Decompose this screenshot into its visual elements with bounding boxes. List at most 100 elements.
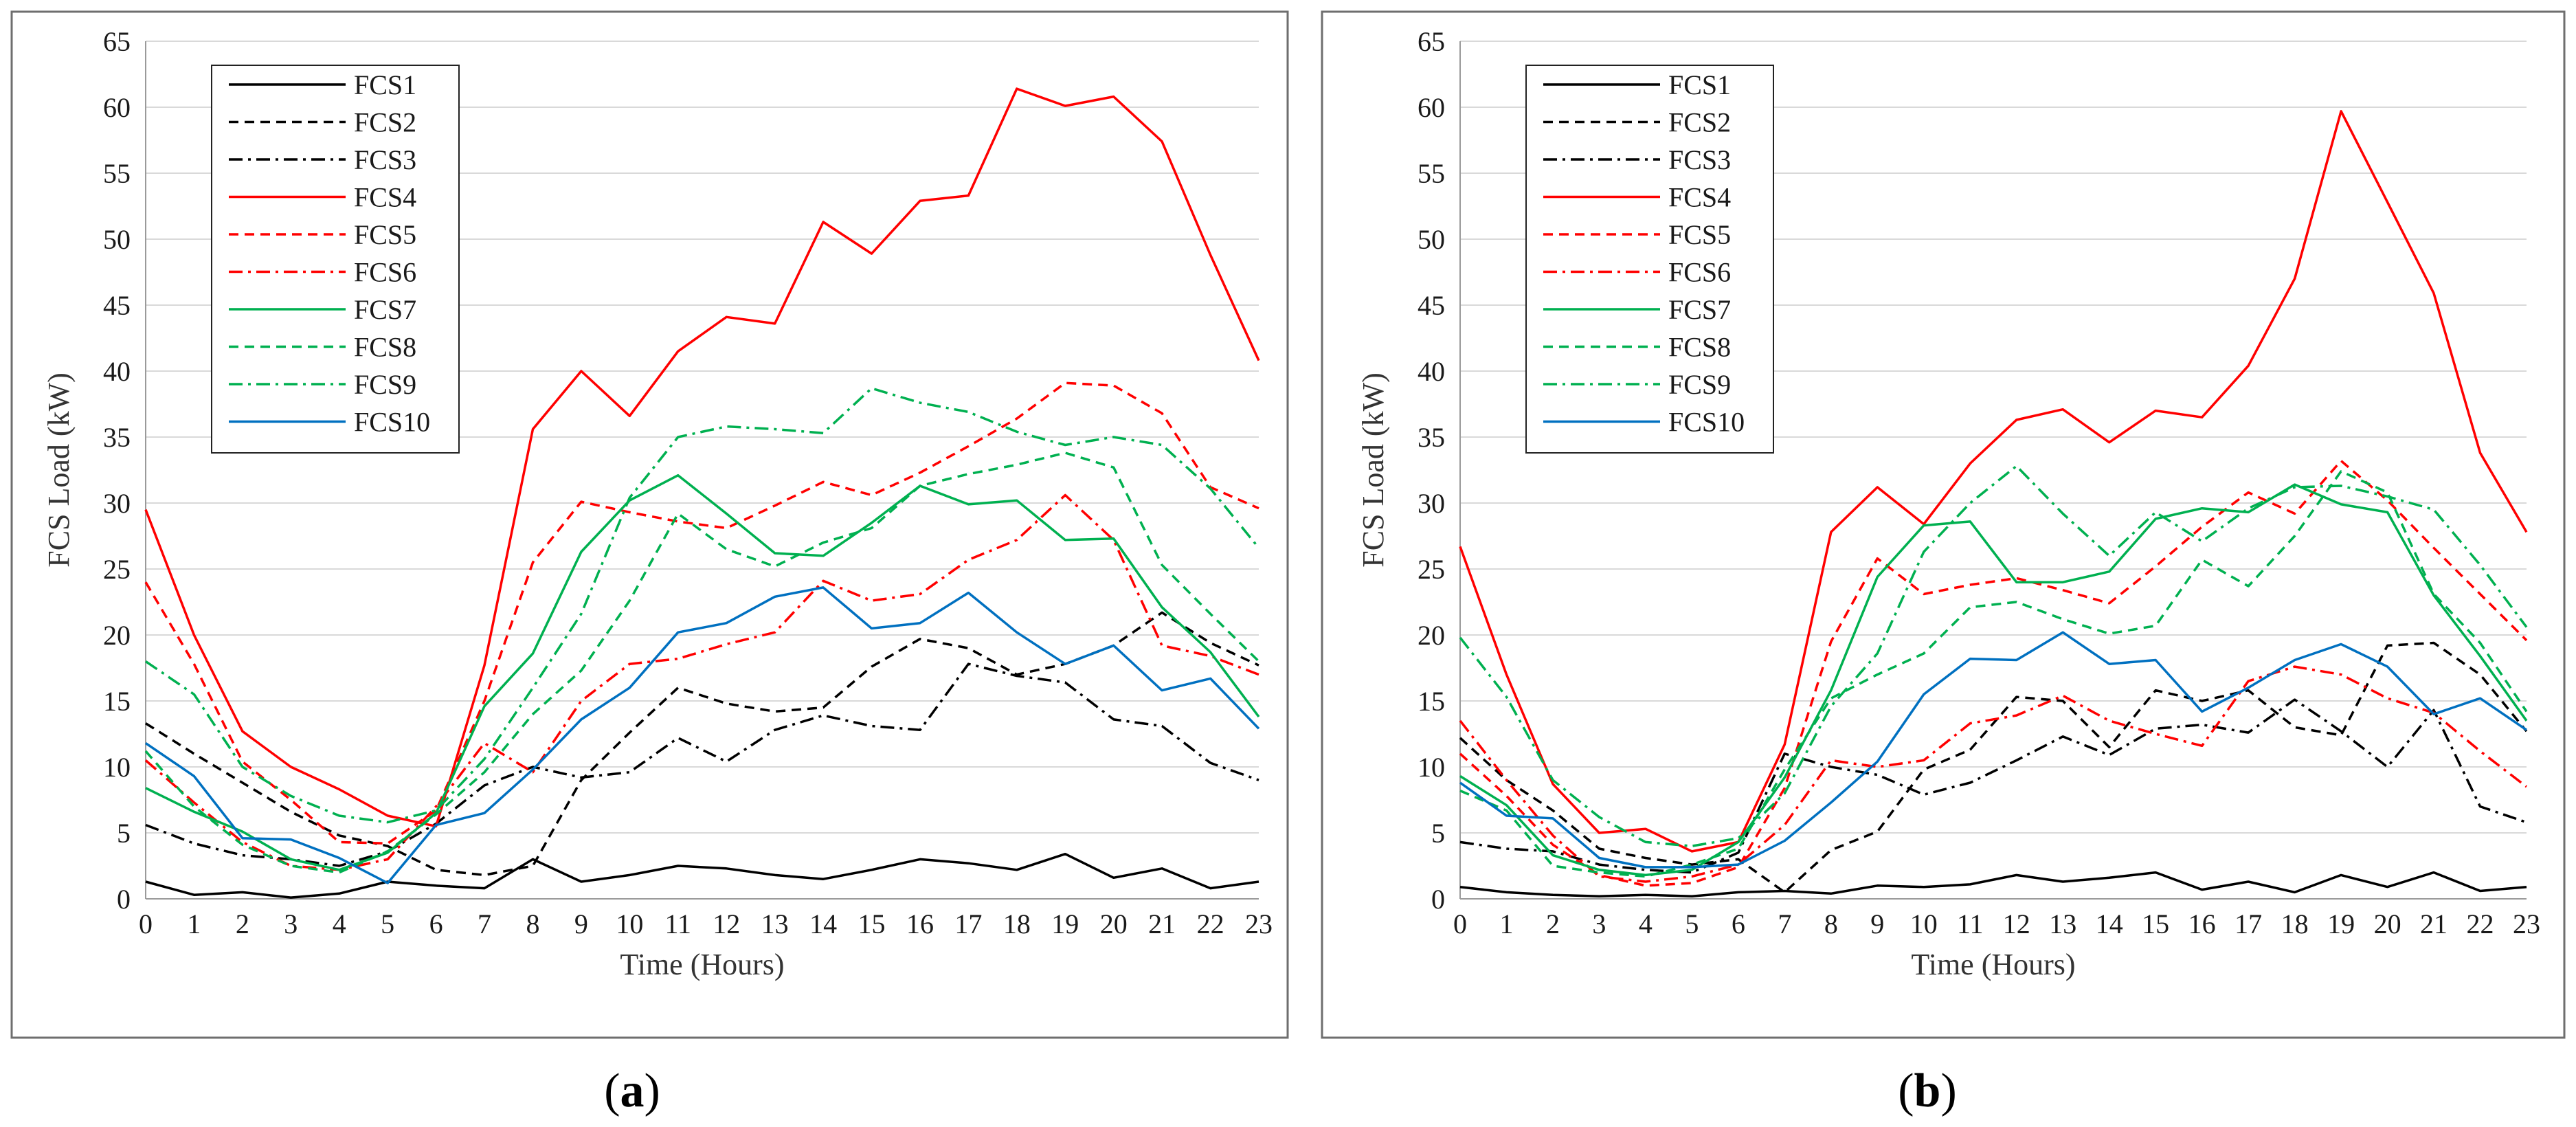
series-line	[1459, 483, 2528, 877]
series-line	[1459, 641, 2528, 894]
series-fcs4	[144, 87, 1260, 828]
x-tick-label: 22	[2467, 908, 2494, 939]
legend-label: FCS7	[1668, 294, 1731, 325]
x-tick-label: 8	[526, 908, 539, 939]
series-line	[1459, 110, 2528, 853]
series-line	[1459, 470, 2528, 878]
legend-label: FCS9	[354, 369, 416, 400]
panel-caption: (b)	[1898, 1064, 1957, 1117]
legend-label: FCS6	[354, 257, 416, 288]
x-tick-label: 6	[1732, 908, 1745, 939]
y-tick-label: 5	[117, 818, 131, 849]
series-fcs8	[144, 451, 1260, 874]
legend-label: FCS10	[354, 407, 430, 438]
legend-label: FCS2	[1668, 107, 1731, 138]
legend-label: FCS8	[354, 332, 416, 363]
y-tick-label: 50	[1418, 224, 1445, 255]
series-line	[144, 451, 1260, 874]
x-tick-label: 23	[1245, 908, 1273, 939]
series-fcs1	[145, 852, 1259, 899]
y-tick-label: 40	[1418, 356, 1445, 387]
x-tick-label: 0	[1453, 908, 1467, 939]
x-tick-label: 3	[284, 908, 298, 939]
series-fcs5	[144, 381, 1259, 845]
y-tick-label: 35	[103, 422, 131, 453]
series-fcs2	[1459, 641, 2528, 894]
y-tick-label: 25	[1418, 554, 1445, 585]
series-line	[145, 662, 1259, 867]
x-tick-label: 18	[2281, 908, 2309, 939]
legend: FCS1 FCS2 FCS3 FCS4 FCS5 FCS6 FCS7 FCS8 FCS9 FCS1…	[211, 65, 460, 454]
legend-label: FCS10	[1668, 407, 1745, 438]
y-tick-label: 0	[1431, 884, 1445, 915]
legend-label: FCS3	[1668, 144, 1731, 175]
x-tick-label: 2	[236, 908, 249, 939]
x-tick-label: 9	[574, 908, 588, 939]
y-axis-title: FCS Load (kW)	[42, 372, 76, 568]
y-tick-label: 35	[1418, 422, 1445, 453]
x-tick-label: 21	[1148, 908, 1176, 939]
y-tick-label: 60	[1418, 92, 1445, 123]
y-tick-label: 55	[103, 158, 131, 189]
series-fcs10	[1459, 631, 2527, 869]
series-fcs4	[1459, 110, 2528, 853]
x-axis-title: Time (Hours)	[620, 948, 784, 981]
y-tick-label: 0	[117, 884, 131, 915]
series-line	[1459, 465, 2528, 847]
y-tick-label: 20	[103, 620, 131, 651]
x-tick-label: 9	[1870, 908, 1884, 939]
series-line	[145, 611, 1259, 877]
legend-label: FCS1	[1668, 69, 1731, 100]
x-tick-label: 22	[1197, 908, 1224, 939]
y-tick-label: 5	[1431, 818, 1445, 849]
legend-label: FCS9	[1668, 369, 1731, 400]
x-tick-label: 1	[1499, 908, 1513, 939]
x-tick-label: 5	[381, 908, 394, 939]
x-tick-label: 16	[906, 908, 934, 939]
x-tick-label: 17	[954, 908, 982, 939]
x-tick-label: 16	[2188, 908, 2216, 939]
series-fcs7	[145, 473, 1260, 871]
legend-label: FCS7	[354, 294, 416, 325]
series-fcs6	[1459, 665, 2528, 883]
y-tick-label: 15	[103, 686, 131, 717]
series-line	[145, 586, 1260, 884]
y-tick-label: 15	[1418, 686, 1445, 717]
legend-label: FCS6	[1668, 257, 1731, 288]
x-tick-label: 19	[1051, 908, 1079, 939]
x-tick-label: 10	[1910, 908, 1938, 939]
y-tick-label: 10	[1418, 752, 1445, 783]
x-tick-label: 7	[478, 908, 491, 939]
panel-caption: (a)	[604, 1064, 660, 1117]
y-tick-label: 65	[103, 26, 131, 57]
legend-box	[1525, 65, 1774, 454]
series-line	[145, 852, 1259, 899]
x-tick-label: 4	[1639, 908, 1653, 939]
y-tick-label: 30	[103, 488, 131, 519]
series-line	[145, 387, 1260, 824]
legend-label: FCS3	[354, 144, 416, 175]
series-fcs7	[1459, 483, 2528, 877]
x-tick-label: 20	[1100, 908, 1128, 939]
y-tick-label: 25	[103, 554, 131, 585]
x-tick-label: 6	[429, 908, 443, 939]
y-tick-label: 45	[103, 290, 131, 321]
x-tick-label: 5	[1685, 908, 1699, 939]
y-tick-label: 20	[1418, 620, 1445, 651]
series-fcs1	[1459, 871, 2527, 897]
x-tick-label: 18	[1003, 908, 1031, 939]
x-tick-label: 20	[2374, 908, 2401, 939]
series-line	[145, 473, 1260, 871]
series-line	[1459, 665, 2528, 883]
y-tick-label: 50	[103, 224, 131, 255]
legend-box	[211, 65, 460, 454]
x-tick-label: 11	[665, 908, 692, 939]
y-tick-label: 40	[103, 356, 131, 387]
x-axis-title: Time (Hours)	[1911, 948, 2075, 981]
x-tick-label: 13	[761, 908, 789, 939]
y-tick-label: 65	[1418, 26, 1445, 57]
y-axis-title: FCS Load (kW)	[1356, 372, 1390, 568]
series-line	[1459, 871, 2527, 897]
